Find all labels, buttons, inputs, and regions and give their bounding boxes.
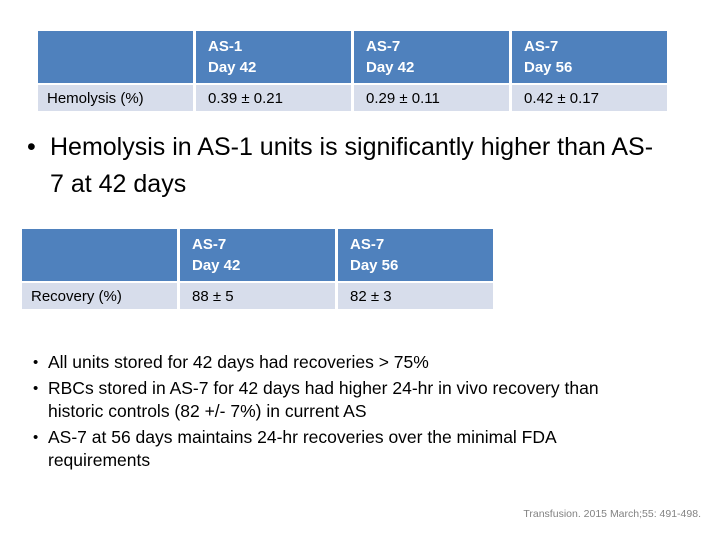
hemolysis-header-as7-day56: AS-7 Day 56 [512,31,667,83]
header-line2: Day 42 [192,257,241,274]
bullet-item-invivo-recovery: • RBCs stored in AS-7 for 42 days had hi… [30,377,670,423]
header-line2: Day 42 [208,59,257,76]
header-line1: AS-7 [350,236,385,253]
hemolysis-header-as7-day42: AS-7 Day 42 [354,31,509,83]
header-line1: AS-7 [192,236,227,253]
hemolysis-header-as1-day42: AS-1 Day 42 [196,31,351,83]
bullet-icon: • [33,380,39,397]
citation: Transfusion. 2015 March;55: 491-498. [523,508,701,520]
header-line2: Day 56 [350,257,399,274]
bullet-item-recoveries: • All units stored for 42 days had recov… [30,351,670,374]
bullet-list: • All units stored for 42 days had recov… [30,351,670,475]
bullet-icon: • [27,133,36,161]
header-line1: AS-1 [208,38,243,55]
header-line1: AS-7 [366,38,401,55]
headline: • Hemolysis in AS-1 units is significant… [27,129,660,203]
bullet-text: RBCs stored in AS-7 for 42 days had high… [48,378,599,421]
header-line2: Day 42 [366,59,415,76]
recovery-value-as7-day42: 88 ± 5 [180,283,335,309]
hemolysis-row-label: Hemolysis (%) [38,85,193,111]
recovery-table: AS-7 Day 42 AS-7 Day 56 Recovery (%) 88 … [22,229,493,309]
bullet-item-fda-requirements: • AS-7 at 56 days maintains 24-hr recove… [30,426,670,472]
hemolysis-table: AS-1 Day 42 AS-7 Day 42 AS-7 Day 56 Hemo… [38,31,667,111]
bullet-text: AS-7 at 56 days maintains 24-hr recoveri… [48,427,556,470]
hemolysis-header-corner [38,31,193,83]
recovery-header-as7-day42: AS-7 Day 42 [180,229,335,281]
recovery-row-label: Recovery (%) [22,283,177,309]
hemolysis-value-as7-day56: 0.42 ± 0.17 [512,85,667,111]
header-line1: AS-7 [524,38,559,55]
recovery-header-corner [22,229,177,281]
hemolysis-value-as1-day42: 0.39 ± 0.21 [196,85,351,111]
recovery-value-as7-day56: 82 ± 3 [338,283,493,309]
header-line2: Day 56 [524,59,573,76]
bullet-text: All units stored for 42 days had recover… [48,352,429,372]
hemolysis-value-as7-day42: 0.29 ± 0.11 [354,85,509,111]
bullet-icon: • [33,354,39,371]
recovery-header-as7-day56: AS-7 Day 56 [338,229,493,281]
bullet-icon: • [33,429,39,446]
headline-text: Hemolysis in AS-1 units is significantly… [50,133,654,198]
